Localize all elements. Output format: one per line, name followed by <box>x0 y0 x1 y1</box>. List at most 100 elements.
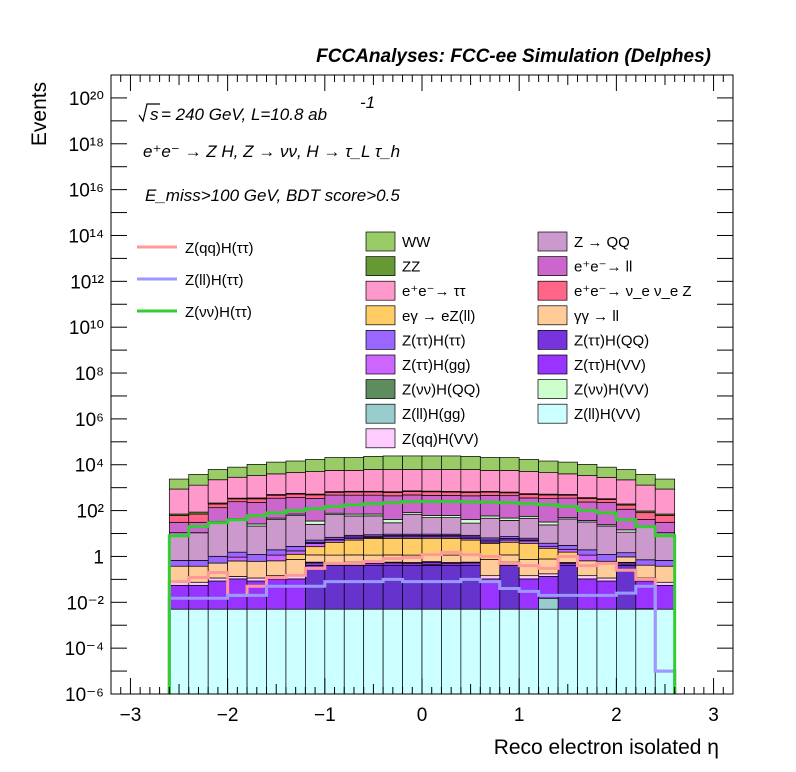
legend-box-swatch <box>537 305 568 326</box>
bar-16-6 <box>285 472 306 494</box>
bar-4-16 <box>479 578 501 610</box>
bar-11-12 <box>402 513 423 535</box>
y-tick-label: 10⁶ <box>75 410 104 431</box>
bar-14-25 <box>654 515 676 523</box>
bar-13-17 <box>499 495 520 519</box>
y-axis-label: Events <box>28 82 51 146</box>
bar-10-23 <box>616 552 637 558</box>
bar-16-9 <box>343 469 365 492</box>
bar-17-20 <box>557 461 578 475</box>
bar-0-15 <box>460 608 481 695</box>
bar-17-2 <box>207 469 228 481</box>
bar-17-17 <box>499 457 520 471</box>
bar-11-22 <box>596 525 617 555</box>
bar-1-10 <box>363 565 384 610</box>
bar-16-3 <box>227 476 248 499</box>
legend-box-swatch <box>365 403 396 424</box>
bar-13-3 <box>227 501 248 519</box>
bar-1-9 <box>343 565 365 610</box>
bar-17-23 <box>616 469 637 481</box>
bar-11-16 <box>479 517 501 539</box>
bar-0-25 <box>654 608 676 695</box>
bar-16-0 <box>168 488 190 515</box>
legend-box-label: γγ → ll <box>574 308 619 325</box>
bar-0-12 <box>402 608 423 695</box>
y-tick-label: 10⁻⁶ <box>65 685 104 706</box>
bar-16-25 <box>654 488 676 515</box>
bar-16-4 <box>246 475 267 499</box>
bar-0-5 <box>266 608 287 695</box>
bar-17-24 <box>635 474 656 486</box>
bar-10-25 <box>654 560 676 567</box>
bar-6-14 <box>441 554 462 563</box>
legend-line-label: Z(νν)H(ττ) <box>185 304 252 321</box>
bar-16-11 <box>382 469 403 493</box>
bar-14-19 <box>538 494 559 500</box>
bar-10-22 <box>596 554 617 562</box>
bar-14-0 <box>168 515 190 523</box>
bar-17-6 <box>285 460 306 473</box>
bar-8-6 <box>285 550 306 555</box>
bar-1-15 <box>460 565 481 610</box>
bar-12-15 <box>460 519 481 524</box>
legend-line-label: Z(qq)H(ττ) <box>185 240 254 257</box>
bar-11-17 <box>499 520 520 537</box>
luminosity-exponent: -1 <box>360 93 375 112</box>
bar-16-5 <box>266 473 287 495</box>
bar-14-18 <box>518 494 539 499</box>
bar-14-12 <box>402 491 423 496</box>
bar-16-20 <box>557 473 578 495</box>
bar-13-2 <box>207 507 228 522</box>
bar-16-24 <box>635 484 656 512</box>
bar-8-5 <box>266 554 287 562</box>
bar-10-19 <box>538 542 559 547</box>
bar-11-14 <box>441 517 462 535</box>
y-tick-label: 10¹⁸ <box>69 135 104 156</box>
bar-11-4 <box>246 525 267 555</box>
bar-17-12 <box>402 455 423 470</box>
bar-5-2 <box>207 577 228 582</box>
bar-17-21 <box>577 464 598 476</box>
annotation-energy: s = 240 GeV, L=10.8 ab -1 <box>138 93 375 124</box>
chart-header: FCCAnalyses: FCC-ee Simulation (Delphes) <box>316 46 711 67</box>
bar-17-15 <box>460 456 481 470</box>
bar-13-11 <box>382 495 403 520</box>
bar-0-24 <box>635 608 656 695</box>
energy-sqrt-symbol: s <box>150 105 159 124</box>
bar-17-25 <box>654 478 676 490</box>
bar-0-17 <box>499 608 520 695</box>
bar-6-5 <box>266 560 287 577</box>
bar-14-24 <box>635 512 656 520</box>
bar-11-13 <box>421 517 442 535</box>
bar-17-1 <box>188 474 209 486</box>
bar-5-3 <box>227 576 248 580</box>
x-tick-label: −3 <box>120 705 142 726</box>
x-tick-label: 1 <box>514 705 525 726</box>
bar-11-18 <box>518 517 539 539</box>
tick-labels: −3 −2 −1 0 1 2 3 10⁻⁶ 10⁻⁴ 10⁻² 1 10² 10⁴ 10⁶ 10⁸ 10¹⁰ 1… <box>65 89 719 726</box>
bar-17-7 <box>305 459 326 472</box>
bar-17-5 <box>266 461 287 475</box>
y-tick-label: 10² <box>77 502 104 523</box>
legend-box-swatch <box>537 354 568 375</box>
bar-11-21 <box>577 521 598 551</box>
legend-box-swatch <box>365 330 396 350</box>
legend-box-label: Z(νν)H(QQ) <box>402 382 480 399</box>
bar-17-4 <box>246 464 267 476</box>
bar-4-6 <box>285 578 306 610</box>
bar-13-8 <box>324 494 345 514</box>
bar-6-16 <box>479 559 501 577</box>
bar-1-12 <box>402 565 423 610</box>
bar-17-16 <box>479 457 501 471</box>
x-axis-label: Reco electron isolated η <box>494 736 719 759</box>
bar-13-0 <box>168 521 190 534</box>
bar-17-19 <box>538 460 559 473</box>
legend-box-label: Z(ττ)H(VV) <box>574 357 646 374</box>
bar-13-13 <box>421 495 442 516</box>
bar-14-11 <box>382 492 403 497</box>
bar-11-15 <box>460 522 481 536</box>
bar-0-10 <box>363 608 384 695</box>
x-tick-label: 2 <box>611 705 622 726</box>
bar-0-11 <box>382 608 403 695</box>
bar-6-21 <box>577 560 598 577</box>
